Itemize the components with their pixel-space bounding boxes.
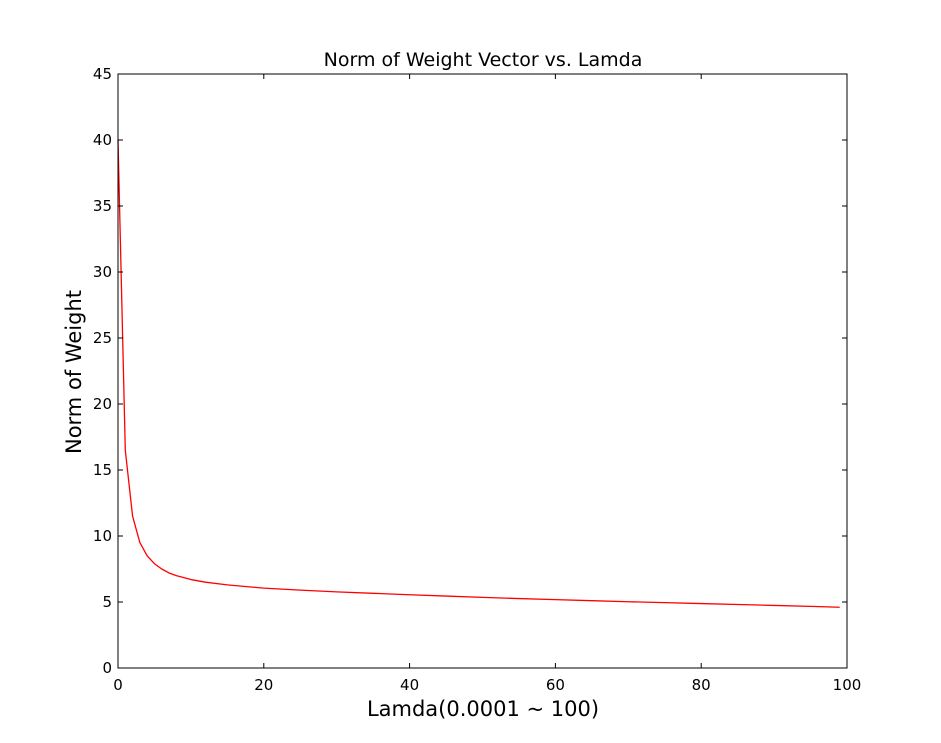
plot-frame: [117, 73, 848, 669]
x-tick-label: 40: [400, 676, 419, 694]
x-axis-label: Lamda(0.0001 ~ 100): [367, 697, 599, 721]
y-tick-label: 0: [102, 659, 112, 677]
chart-title: Norm of Weight Vector vs. Lamda: [324, 49, 643, 71]
x-tick-label: 0: [113, 676, 123, 694]
y-tick-label: 35: [93, 197, 112, 215]
y-tick-label: 45: [93, 65, 112, 83]
x-tick-label: 20: [254, 676, 273, 694]
x-tick-label: 100: [833, 676, 862, 694]
y-tick-label: 30: [93, 263, 112, 281]
plot-area: 0 20 40 60 80 100 0 5 10 15 20 25 30 35 40 45: [93, 65, 861, 694]
x-tick-label: 60: [546, 676, 565, 694]
y-tick-label: 5: [102, 593, 112, 611]
series-line-1: [117, 139, 840, 608]
y-tick-label: 10: [93, 527, 112, 545]
y-tick-label: 40: [93, 131, 112, 149]
y-tick-label: 15: [93, 461, 112, 479]
y-axis-label: Norm of Weight: [62, 290, 86, 454]
y-tick-label: 25: [93, 329, 112, 347]
y-tick-label: 20: [93, 395, 112, 413]
x-tick-label: 80: [692, 676, 711, 694]
